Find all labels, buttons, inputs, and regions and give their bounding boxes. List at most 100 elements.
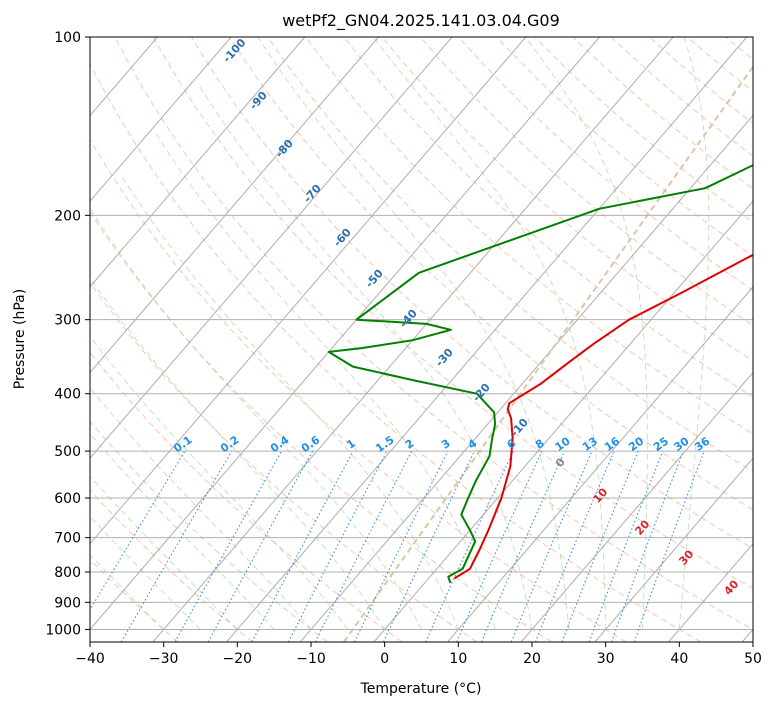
- mixing-ratio-line: [588, 450, 664, 642]
- y-tick-label: 600: [54, 491, 81, 507]
- moist-adiabat: [524, 37, 648, 630]
- series-line-1: [327, 164, 753, 584]
- moist-adiabat-label: 40: [721, 577, 741, 597]
- mixing-ratio-line: [534, 450, 615, 642]
- dry-adiabat-label: -100: [220, 36, 248, 65]
- dry-adiabat: [764, 37, 775, 642]
- dry-adiabat: [90, 558, 179, 642]
- mixing-ratio-label: 4: [466, 437, 480, 452]
- moist-adiabat: [90, 277, 386, 630]
- moist-adiabat-label: 0: [553, 455, 568, 470]
- freezing-line: [343, 65, 753, 642]
- x-tick-label: −30: [149, 651, 179, 667]
- dry-adiabat: [610, 37, 753, 157]
- dry-adiabat: [381, 37, 753, 362]
- isotherm: [373, 200, 753, 642]
- isotherm: [90, 37, 600, 631]
- x-tick-label: −40: [75, 651, 105, 667]
- isotherm: [447, 286, 753, 642]
- x-tick-label: 50: [744, 651, 762, 667]
- x-tick-label: 20: [523, 651, 541, 667]
- dry-adiabat: [229, 37, 753, 511]
- isotherm: [90, 37, 379, 374]
- isotherm: [90, 37, 527, 545]
- mixing-ratio-line: [90, 450, 186, 611]
- dry-adiabat: [90, 62, 702, 642]
- mixing-ratio-label: 3: [439, 437, 453, 452]
- series-layer: [327, 164, 753, 584]
- moist-adiabat: [90, 386, 312, 630]
- dry-adiabat: [90, 281, 478, 642]
- isotherm: [594, 457, 753, 642]
- mixing-ratio-line: [510, 450, 593, 642]
- isotherm: [0, 37, 10, 642]
- mixing-ratio-label: 8: [533, 437, 547, 452]
- mixing-ratio-line: [251, 450, 354, 642]
- isotherm: [90, 37, 306, 288]
- dry-adiabat-label: -20: [470, 381, 493, 405]
- y-tick-label: 300: [54, 313, 81, 329]
- dry-adiabat-label: -40: [397, 307, 420, 331]
- mixing-ratio-line: [611, 450, 685, 642]
- dry-adiabat-label: -50: [363, 267, 386, 291]
- mixing-ratio-line: [354, 450, 449, 642]
- mixing-ratio-line: [456, 450, 543, 642]
- dry-adiabat: [343, 37, 753, 398]
- moist-adiabat: [678, 37, 710, 630]
- isotherm: [226, 37, 748, 642]
- mixing-ratio-line: [425, 450, 514, 642]
- moist-adiabat: [119, 173, 459, 630]
- mixing-ratio-line: [174, 450, 283, 642]
- x-tick-label: 40: [670, 651, 688, 667]
- isotherm: [90, 37, 232, 202]
- moist-adiabat-label: 20: [632, 517, 652, 537]
- y-tick-label: 200: [54, 208, 81, 224]
- x-tick-label: 0: [380, 651, 389, 667]
- moist-adiabat: [90, 475, 238, 630]
- dry-adiabat-label: -90: [247, 89, 270, 113]
- moist-adiabat: [90, 208, 422, 630]
- dry-adiabat: [90, 351, 403, 642]
- plot-area: 0.1 0.2 0.4 0.6 1 1.5 2 3 4 6 8 10 13 16 20 25 30 36-100-…: [0, 36, 775, 642]
- isotherm: [299, 114, 753, 642]
- moist-adiabat: [90, 432, 275, 630]
- moist-adiabat: [154, 132, 496, 630]
- dry-adiabat: [496, 37, 753, 257]
- dry-adiabat: [90, 138, 627, 642]
- dry-adiabat: [90, 489, 254, 642]
- mixing-ratio-label: 0.1: [171, 433, 194, 455]
- moist-adiabat: [257, 37, 570, 630]
- dry-adiabat-label: -60: [331, 226, 354, 250]
- dry-adiabat: [190, 37, 753, 550]
- moist-adiabat-label: 30: [676, 547, 696, 567]
- dry-adiabat-label: -30: [433, 346, 456, 370]
- x-tick-label: −10: [296, 651, 326, 667]
- dry-adiabat-label: -80: [273, 137, 296, 161]
- mixing-ratio-label: 0.6: [299, 433, 323, 455]
- y-tick-label: 400: [54, 387, 81, 403]
- dry-adiabat-label: -70: [301, 182, 324, 206]
- background-lines: [0, 37, 775, 642]
- dry-adiabat: [114, 37, 753, 630]
- y-tick-label: 1000: [45, 622, 81, 638]
- y-tick-label: 800: [54, 565, 81, 581]
- mixing-ratio-line: [314, 450, 413, 642]
- isotherm: [90, 37, 453, 459]
- mixing-ratio-label: 2: [403, 437, 417, 452]
- dry-adiabat: [687, 37, 753, 92]
- dry-adiabat: [572, 37, 753, 190]
- dry-adiabat: [305, 37, 753, 435]
- x-tick-label: 30: [597, 651, 615, 667]
- mixing-ratio-line: [207, 450, 314, 642]
- x-tick-label: 10: [449, 651, 467, 667]
- moist-adiabat: [197, 83, 533, 630]
- y-axis: 100 200 300 400 500 600 700 800 900 1000: [45, 30, 90, 638]
- y-tick-label: 500: [54, 444, 81, 460]
- x-axis-title: Temperature (°C): [360, 681, 482, 697]
- chart-title: wetPf2_GN04.2025.141.03.04.G09: [282, 11, 560, 31]
- mixing-ratio-line: [480, 450, 566, 642]
- mixing-ratio-label: 1.5: [373, 433, 396, 455]
- line-labels: 0.1 0.2 0.4 0.6 1 1.5 2 3 4 6 8 10 13 16 20 25 30 36-100-…: [171, 36, 741, 598]
- dry-adiabat: [90, 211, 552, 642]
